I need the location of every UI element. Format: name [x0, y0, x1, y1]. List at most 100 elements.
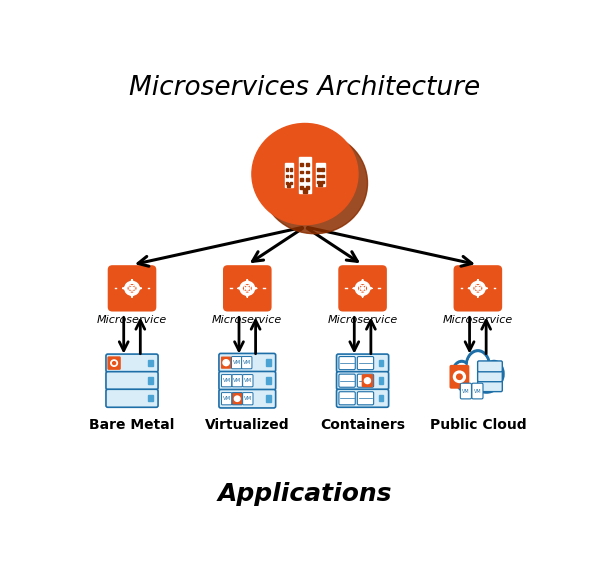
Bar: [306, 186, 309, 188]
Circle shape: [355, 282, 370, 295]
Bar: [286, 168, 288, 171]
FancyBboxPatch shape: [242, 356, 252, 369]
Circle shape: [130, 287, 134, 290]
Bar: [266, 377, 271, 384]
Bar: [300, 186, 303, 188]
Text: VM: VM: [243, 360, 251, 365]
FancyBboxPatch shape: [358, 392, 374, 405]
FancyBboxPatch shape: [221, 375, 232, 387]
Bar: [378, 360, 383, 366]
FancyBboxPatch shape: [339, 392, 355, 405]
FancyBboxPatch shape: [453, 265, 502, 312]
Text: VM: VM: [474, 388, 481, 393]
Bar: [317, 168, 320, 171]
Text: VM: VM: [223, 378, 231, 383]
FancyBboxPatch shape: [478, 381, 502, 392]
Bar: [290, 175, 292, 178]
Circle shape: [471, 282, 485, 295]
Text: VM: VM: [244, 378, 252, 383]
Text: Microservice: Microservice: [443, 315, 513, 325]
Bar: [290, 168, 292, 171]
FancyBboxPatch shape: [232, 375, 242, 387]
Text: Bare Metal: Bare Metal: [89, 418, 175, 432]
FancyBboxPatch shape: [337, 389, 389, 407]
FancyBboxPatch shape: [337, 354, 389, 372]
Bar: [266, 359, 271, 366]
Bar: [300, 163, 303, 166]
FancyBboxPatch shape: [472, 383, 483, 399]
FancyBboxPatch shape: [449, 365, 469, 389]
Circle shape: [361, 287, 364, 290]
Bar: [378, 377, 383, 384]
Text: Microservice: Microservice: [327, 315, 397, 325]
Ellipse shape: [476, 373, 497, 391]
FancyBboxPatch shape: [231, 356, 242, 369]
Circle shape: [453, 371, 465, 383]
Ellipse shape: [453, 363, 470, 384]
Circle shape: [111, 360, 117, 366]
FancyBboxPatch shape: [362, 374, 373, 387]
Text: Public Cloud: Public Cloud: [430, 418, 526, 432]
Bar: [303, 188, 307, 193]
Text: VM: VM: [223, 396, 231, 401]
Text: Virtualized: Virtualized: [205, 418, 290, 432]
Bar: [148, 360, 153, 366]
Bar: [321, 181, 324, 183]
Bar: [300, 171, 303, 174]
Circle shape: [240, 282, 255, 295]
FancyBboxPatch shape: [219, 372, 275, 390]
FancyBboxPatch shape: [107, 356, 121, 370]
FancyBboxPatch shape: [358, 374, 374, 387]
FancyBboxPatch shape: [243, 393, 253, 405]
Bar: [321, 175, 324, 177]
Ellipse shape: [466, 351, 489, 381]
Circle shape: [125, 282, 139, 295]
Text: Applications: Applications: [218, 482, 392, 506]
Ellipse shape: [468, 353, 488, 379]
Ellipse shape: [486, 363, 502, 384]
FancyBboxPatch shape: [337, 372, 389, 389]
Bar: [306, 178, 309, 181]
FancyBboxPatch shape: [223, 265, 271, 312]
Bar: [306, 171, 309, 174]
FancyBboxPatch shape: [219, 389, 275, 408]
Text: Microservice: Microservice: [97, 315, 167, 325]
Ellipse shape: [457, 372, 481, 392]
Bar: [148, 395, 153, 401]
Circle shape: [246, 287, 249, 290]
FancyBboxPatch shape: [461, 383, 471, 399]
Circle shape: [474, 285, 481, 292]
FancyBboxPatch shape: [108, 265, 156, 312]
Bar: [300, 178, 303, 181]
Text: VM: VM: [233, 360, 241, 365]
Bar: [317, 175, 320, 177]
Circle shape: [364, 378, 371, 384]
Ellipse shape: [474, 372, 499, 392]
Bar: [317, 163, 325, 186]
FancyBboxPatch shape: [106, 372, 158, 389]
Circle shape: [456, 374, 462, 379]
Text: VM: VM: [233, 378, 242, 383]
Bar: [321, 168, 324, 171]
Text: VM: VM: [244, 396, 252, 401]
FancyBboxPatch shape: [478, 361, 502, 372]
Bar: [285, 163, 293, 187]
Circle shape: [252, 123, 358, 224]
Bar: [266, 396, 271, 402]
FancyBboxPatch shape: [243, 375, 253, 387]
Bar: [290, 182, 292, 184]
Ellipse shape: [485, 361, 503, 387]
Circle shape: [234, 396, 240, 401]
Bar: [378, 395, 383, 401]
Ellipse shape: [459, 373, 480, 391]
Ellipse shape: [452, 361, 471, 387]
FancyBboxPatch shape: [339, 356, 355, 369]
Circle shape: [476, 287, 480, 290]
Circle shape: [243, 285, 251, 292]
Bar: [148, 377, 153, 384]
Circle shape: [261, 132, 368, 234]
Text: Microservice: Microservice: [212, 315, 283, 325]
Bar: [317, 181, 320, 183]
FancyBboxPatch shape: [106, 354, 158, 372]
Bar: [306, 163, 309, 166]
